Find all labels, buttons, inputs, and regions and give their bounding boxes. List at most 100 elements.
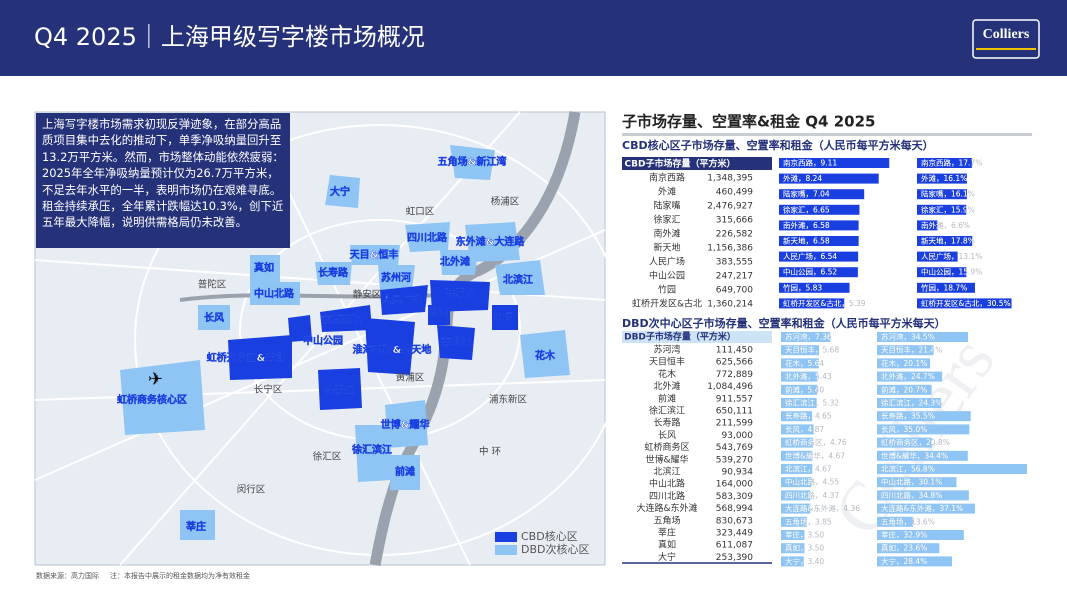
bar-label: 竹园，5.83: [783, 282, 822, 292]
submarket-label: 长风: [204, 311, 224, 324]
legend-swatch-dbd: [495, 545, 517, 555]
row-name: 中山公园: [649, 270, 685, 282]
bar-label: 徐汇滨江，5.32: [785, 398, 839, 408]
row-stock: 323,449: [716, 529, 753, 539]
row-name: 大宁: [658, 551, 676, 563]
submarket-label: 虹桥商务核心区: [117, 393, 187, 406]
bar-label: 中山北路，4.55: [785, 477, 839, 487]
bar: [781, 424, 814, 435]
submarket-label: 世博&耀华: [381, 418, 430, 431]
bar: [877, 358, 931, 369]
bar-label: 前滩，5.40: [785, 384, 824, 394]
bar: [781, 384, 818, 395]
district-label: 闵行区: [237, 484, 266, 496]
bar-label: 前滩，20.7%: [881, 384, 927, 394]
row-stock: 1,348,395: [707, 174, 753, 184]
bar-label: 外滩，8.24: [783, 173, 822, 183]
bar: [781, 543, 805, 554]
bar-label: 花木，5.64: [785, 358, 824, 368]
row-stock: 1,360,214: [707, 300, 753, 310]
bar-label: 北滨江，4.67: [785, 464, 832, 474]
header-band: [0, 0, 1067, 76]
bar: [877, 503, 975, 514]
row-name: 新天地: [653, 242, 680, 254]
legend-swatch-cbd: [495, 532, 517, 542]
bar-label: 大连路&东外滩，4.36: [785, 503, 860, 513]
bar-label: 长风，35.0%: [881, 424, 927, 434]
bar: [781, 437, 813, 448]
legend-label: CBD核心区: [521, 529, 578, 543]
bar-label: 长寿路，35.5%: [881, 411, 935, 421]
row-name: 竹园: [658, 284, 676, 296]
row-name: 北外滩: [653, 380, 680, 392]
row-stock: 90,934: [722, 468, 754, 478]
row-name: 长风: [658, 429, 676, 441]
row-name: 徐汇滨江: [649, 405, 685, 417]
bar-label: 虹桥商务区，20.8%: [881, 437, 950, 447]
bar: [781, 530, 805, 540]
bar: [877, 543, 940, 554]
bar: [917, 236, 973, 246]
bar: [877, 332, 969, 342]
submarket-label: 莘庄: [186, 520, 206, 533]
bar-label: 莘庄，32.9%: [881, 530, 927, 540]
bar-label: 前滩，20.7%: [881, 384, 927, 394]
bar: [917, 204, 967, 215]
bar: [781, 556, 804, 567]
bar-label: 南外滩，6.58: [783, 220, 830, 230]
bar-label: 长寿路，4.65: [785, 411, 832, 421]
bar-label: 中山公园，15.9%: [921, 267, 982, 277]
bar-label: 四川北路，4.37: [785, 490, 839, 500]
bar-label: 天目恒丰，5.68: [785, 345, 839, 355]
bar-label: 五角场，13.6%: [881, 516, 935, 526]
district-label: 长宁区: [254, 384, 283, 396]
bar-label: 虹桥开发区&古北，30.5%: [921, 298, 1011, 308]
bar: [877, 371, 943, 382]
submarket-label: 中山北路: [254, 287, 295, 300]
bar: [779, 204, 860, 215]
bar-label: 陆家嘴，7.04: [783, 189, 830, 199]
bar-label: 新天地，6.58: [783, 236, 830, 246]
source: 数据来源：高力国际: [36, 571, 99, 580]
row-name: 中山北路: [649, 478, 685, 490]
bar: [779, 173, 879, 184]
row-stock: 1,084,496: [707, 382, 753, 392]
bar-label: 世博&耀华，4.67: [785, 450, 845, 460]
bar: [781, 411, 813, 422]
bar-label: 天目恒丰，5.68: [785, 345, 839, 355]
submarket-label: 五角场&新江湾: [438, 155, 507, 168]
bar-label: 新天地，6.58: [783, 236, 830, 246]
bar-label: 人民广场，13.1%: [921, 251, 982, 261]
bar: [877, 398, 942, 408]
submarket-label: 苏州河: [381, 271, 411, 284]
bar-label: 北滨江，4.67: [785, 464, 832, 474]
bar-label: 南外滩，6.58: [783, 220, 830, 230]
bar-label: 虹桥开发区&古北，30.5%: [921, 298, 1011, 308]
bar-label: 南外滩，6.6%: [921, 220, 970, 230]
row-name: 南京西路: [649, 172, 685, 184]
submarket-label: 大宁: [330, 185, 350, 198]
row-stock: 611,087: [716, 541, 753, 551]
bar-label: 大宁，28.4%: [881, 556, 927, 566]
bar: [917, 220, 938, 231]
row-name: 虹桥开发区&古北: [632, 298, 702, 310]
row-name: 虹桥商务区: [644, 441, 689, 453]
legend-label: DBD次核心区: [521, 542, 590, 556]
row-stock: 1,156,386: [707, 244, 753, 254]
row-name: 天目恒丰: [649, 356, 685, 368]
bar-label: 长风，4.87: [785, 424, 824, 434]
bar: [877, 490, 969, 501]
bar: [781, 490, 811, 501]
bar-label: 新天地，17.8%: [921, 236, 975, 246]
row-name: 真如: [658, 539, 676, 551]
bar-label: 外滩，8.24: [783, 173, 822, 183]
submarket-label: 徐汇滨江: [351, 443, 392, 456]
bar-label: 徐汇滨江，5.32: [785, 398, 839, 408]
bar-label: 真如，3.50: [785, 543, 824, 553]
dbd-header-bg: [622, 331, 772, 343]
row-stock: 460,499: [716, 188, 753, 198]
bar: [917, 158, 972, 168]
bar-label: 莘庄，32.9%: [881, 530, 927, 540]
row-stock: 226,582: [716, 230, 753, 240]
map: ✈ CBD核心区 DBD次核心区: [34, 111, 626, 567]
